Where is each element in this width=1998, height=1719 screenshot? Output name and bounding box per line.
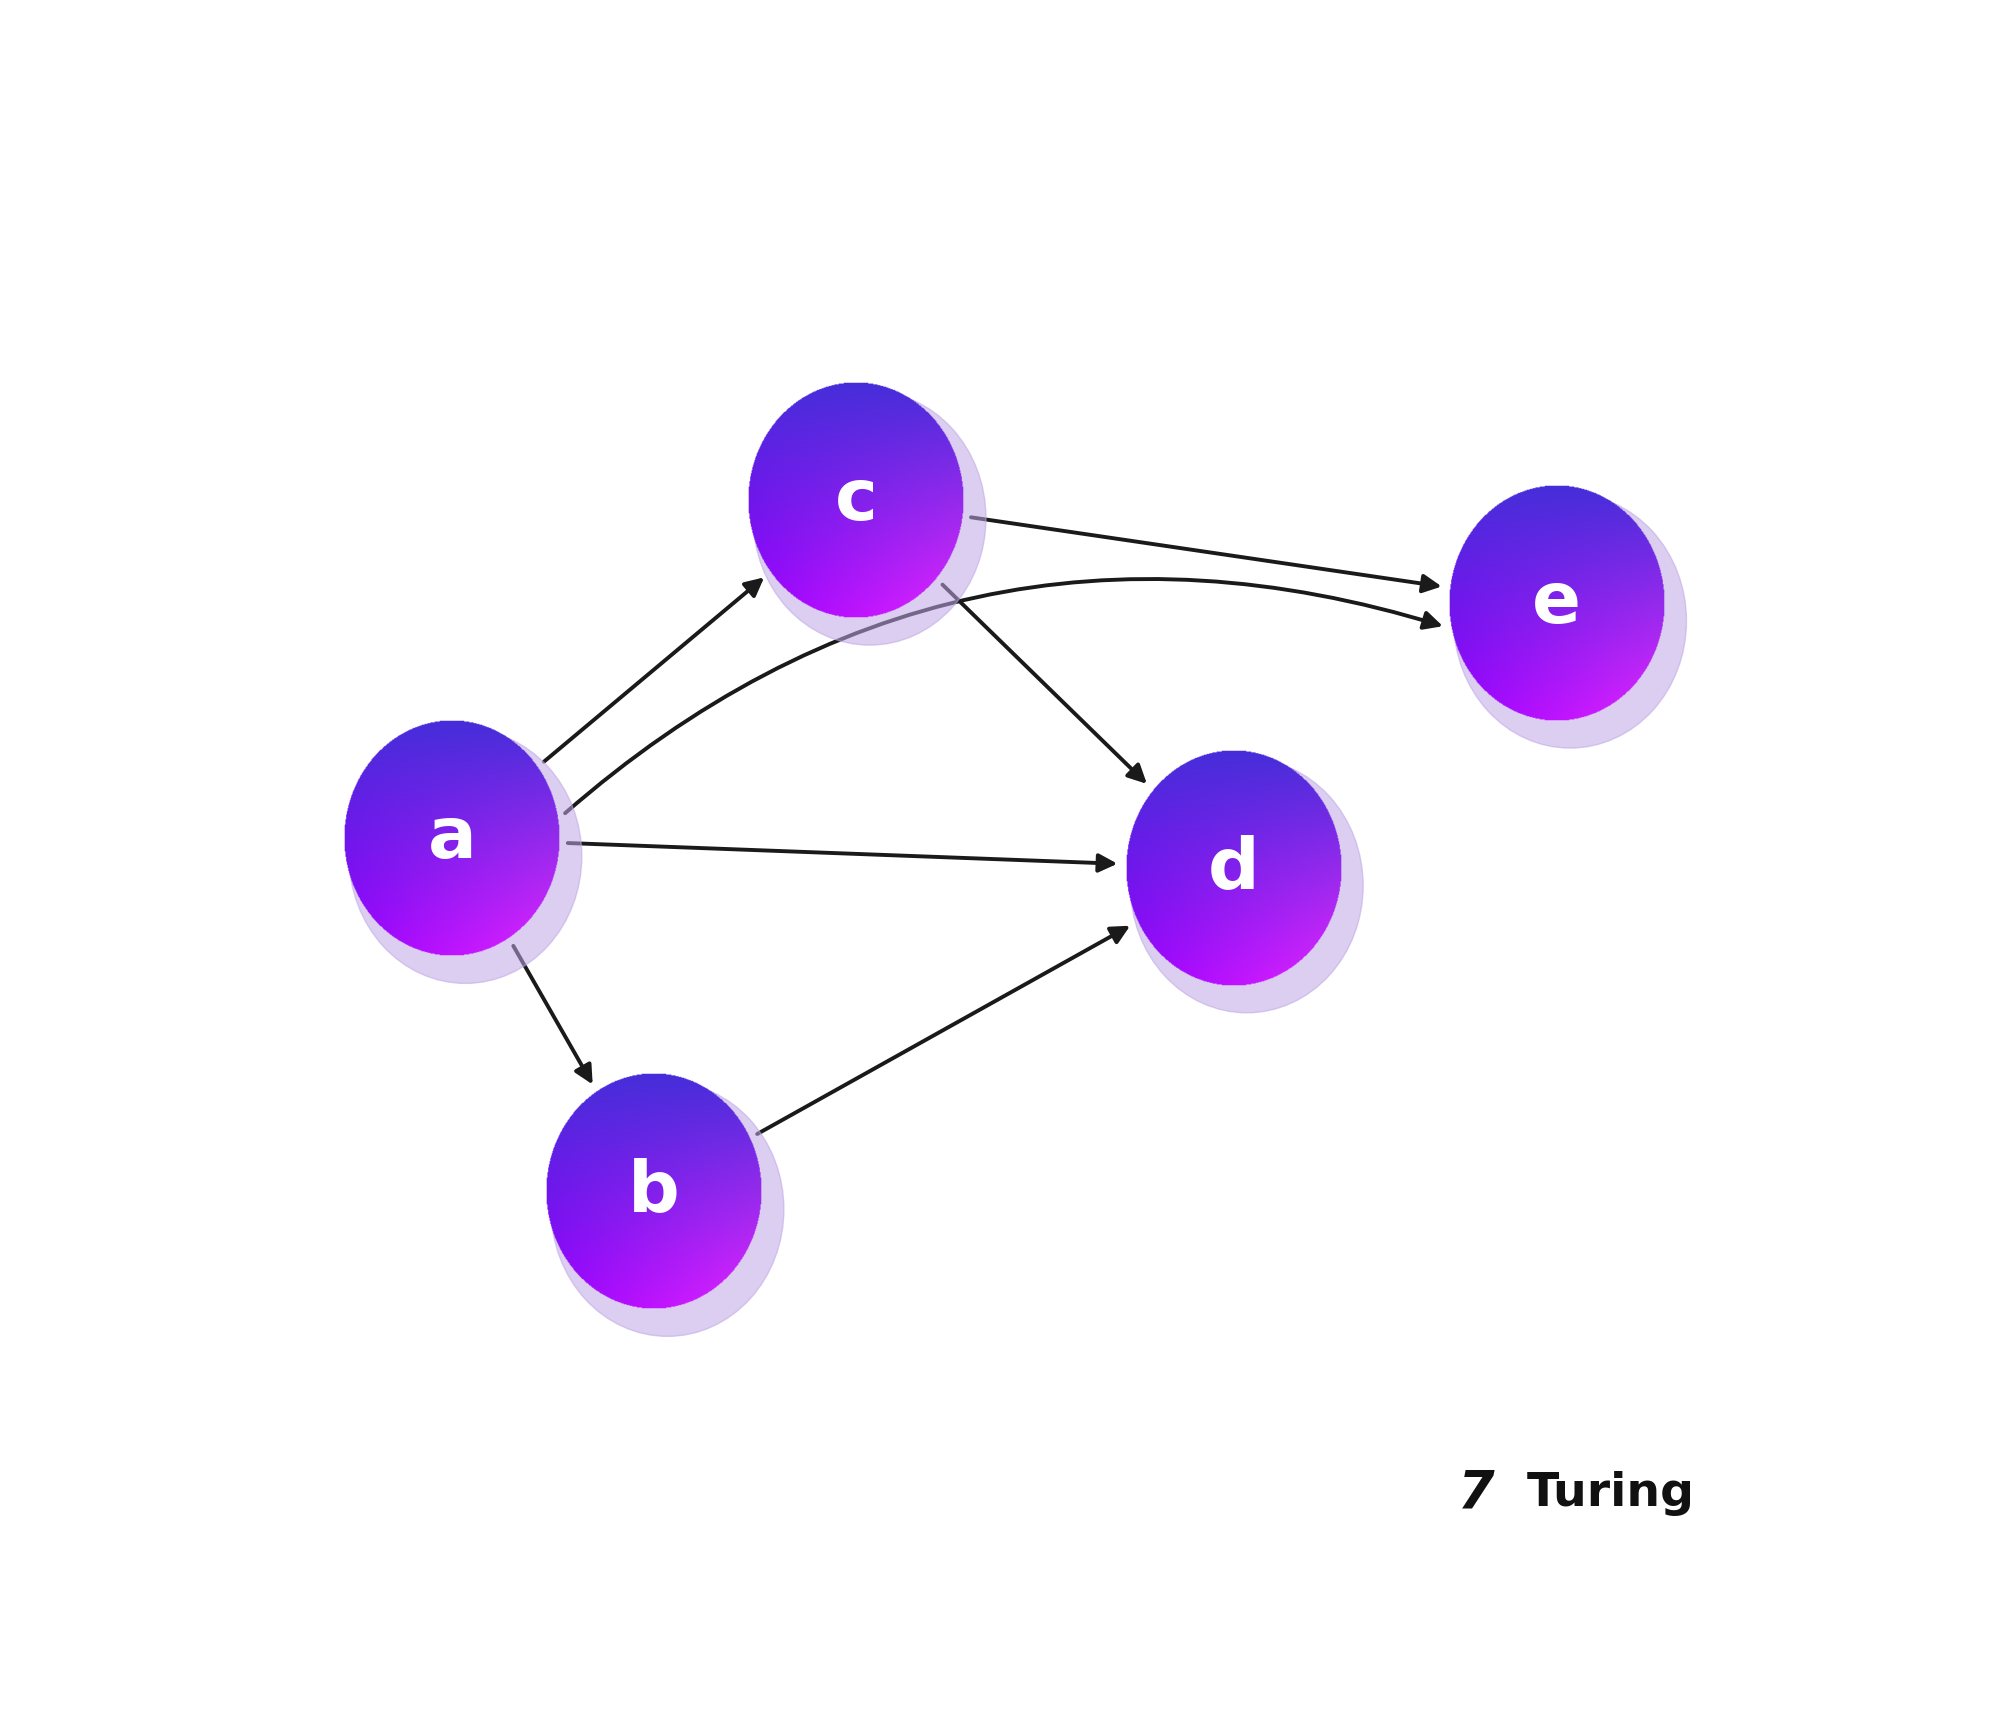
Circle shape (1129, 758, 1363, 1012)
Circle shape (1453, 493, 1686, 748)
Circle shape (350, 729, 581, 983)
Text: b: b (627, 1157, 679, 1226)
Text: Turing: Turing (1526, 1471, 1694, 1516)
Text: e: e (1530, 569, 1580, 638)
Circle shape (551, 1083, 783, 1336)
Text: d: d (1207, 834, 1259, 902)
Circle shape (753, 390, 985, 645)
Text: c: c (835, 466, 877, 535)
Text: a: a (428, 804, 476, 873)
Text: 7: 7 (1457, 1466, 1493, 1520)
